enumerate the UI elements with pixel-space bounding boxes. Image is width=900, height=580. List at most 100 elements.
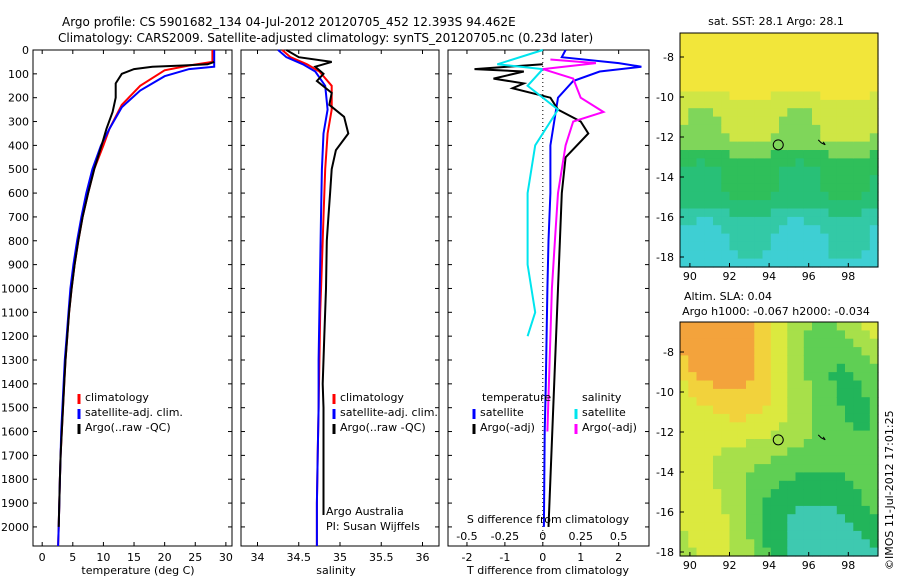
sst-cell [729,158,739,168]
sla-cell [861,372,871,382]
sst-cell [861,108,871,118]
sla-cell [812,397,821,407]
sst-cell [721,49,731,59]
difference-series-satellite [542,49,642,527]
sst-cell [746,124,755,134]
sst-cell [762,216,772,226]
sla-cell [762,464,772,474]
sla-cell [713,522,722,532]
sst-cell [696,200,706,210]
sla-cell [762,380,772,390]
sla-cell [812,363,821,373]
sst-cell [853,108,863,118]
sla-cell [770,430,780,440]
sst-cell [836,74,846,84]
sst-cell [754,41,764,51]
sst-cell [803,200,813,210]
temperature-xtick-label: 20 [158,551,172,564]
sla-cell [869,439,879,448]
sla-cell [787,480,797,490]
sst-cell [861,183,871,193]
sst-cell [836,99,846,109]
sst-cell [770,158,780,168]
sla-cell [770,455,780,465]
sst-cell [845,33,854,42]
sst-cell [762,141,772,151]
sla-cell [746,355,755,365]
sst-cell [836,166,846,176]
difference-xtick-label: 1 [577,551,584,564]
sst-cell [779,99,788,109]
sst-cell [828,166,838,176]
sst-cell [754,141,764,151]
sla-cell [746,514,755,524]
sst-cell [729,250,739,260]
sst-cell [704,258,714,268]
sst-cell [762,166,772,176]
sst-cell [869,258,879,268]
sla-cell [845,355,854,365]
sst-cell [787,74,797,84]
sst-cell [737,74,747,84]
sst-cell [713,258,722,268]
sla-cell [680,497,689,507]
sst-cell [762,91,772,101]
sla-cell [869,547,879,557]
sla-cell [729,489,739,499]
sst-cell [861,91,871,101]
sst-cell [729,99,739,109]
sst-cell [820,41,830,51]
temperature-xtick-label: 10 [96,551,110,564]
sla-cell [680,422,689,432]
sst-cell [812,49,821,59]
sst-cell [795,175,805,185]
sst-cell [770,175,780,185]
sla-cell [762,355,772,365]
sla-cell [795,405,805,415]
sst-cell [713,124,722,134]
sla-cell [828,439,838,448]
sla-cell [869,430,879,440]
sst-cell [688,258,698,268]
sst-cell [680,33,689,42]
sst-cell [812,66,821,76]
sla-cell [746,530,755,540]
sst-cell [803,175,813,185]
salinity-xtick-label: 34.5 [287,551,312,564]
sst-ytick-label: -16 [656,211,674,224]
sla-cell [787,514,797,524]
sst-cell [737,258,747,268]
sst-cell [845,91,854,101]
difference-frame [447,49,650,547]
sla-cell [869,347,879,357]
sst-cell [803,208,813,218]
sst-cell [861,233,871,243]
sla-cell [696,514,706,524]
sst-cell [812,166,821,176]
sst-cell [737,250,747,260]
sst-cell [704,200,714,210]
sla-cell [795,322,805,331]
sla-cell [836,422,846,432]
sla-cell [754,338,764,348]
sla-cell [779,455,788,465]
sla-cell [861,489,871,499]
sst-cell [787,83,797,93]
sla-cell [680,330,689,340]
sla-cell [795,413,805,423]
sla-cell [754,380,764,390]
sla-cell [762,430,772,440]
sst-cell [836,241,846,251]
sst-cell [729,108,739,118]
depth-tick-label: 1600 [1,426,29,439]
sla-cell [787,447,797,457]
sst-cell [869,191,879,201]
sla-cell [737,480,747,490]
sla-cell [828,497,838,507]
sst-cell [754,116,764,126]
sla-cell [853,522,863,532]
sla-cell [713,547,722,557]
sst-cell [812,241,821,251]
sst-cell [762,133,772,143]
sst-cell [869,175,879,185]
